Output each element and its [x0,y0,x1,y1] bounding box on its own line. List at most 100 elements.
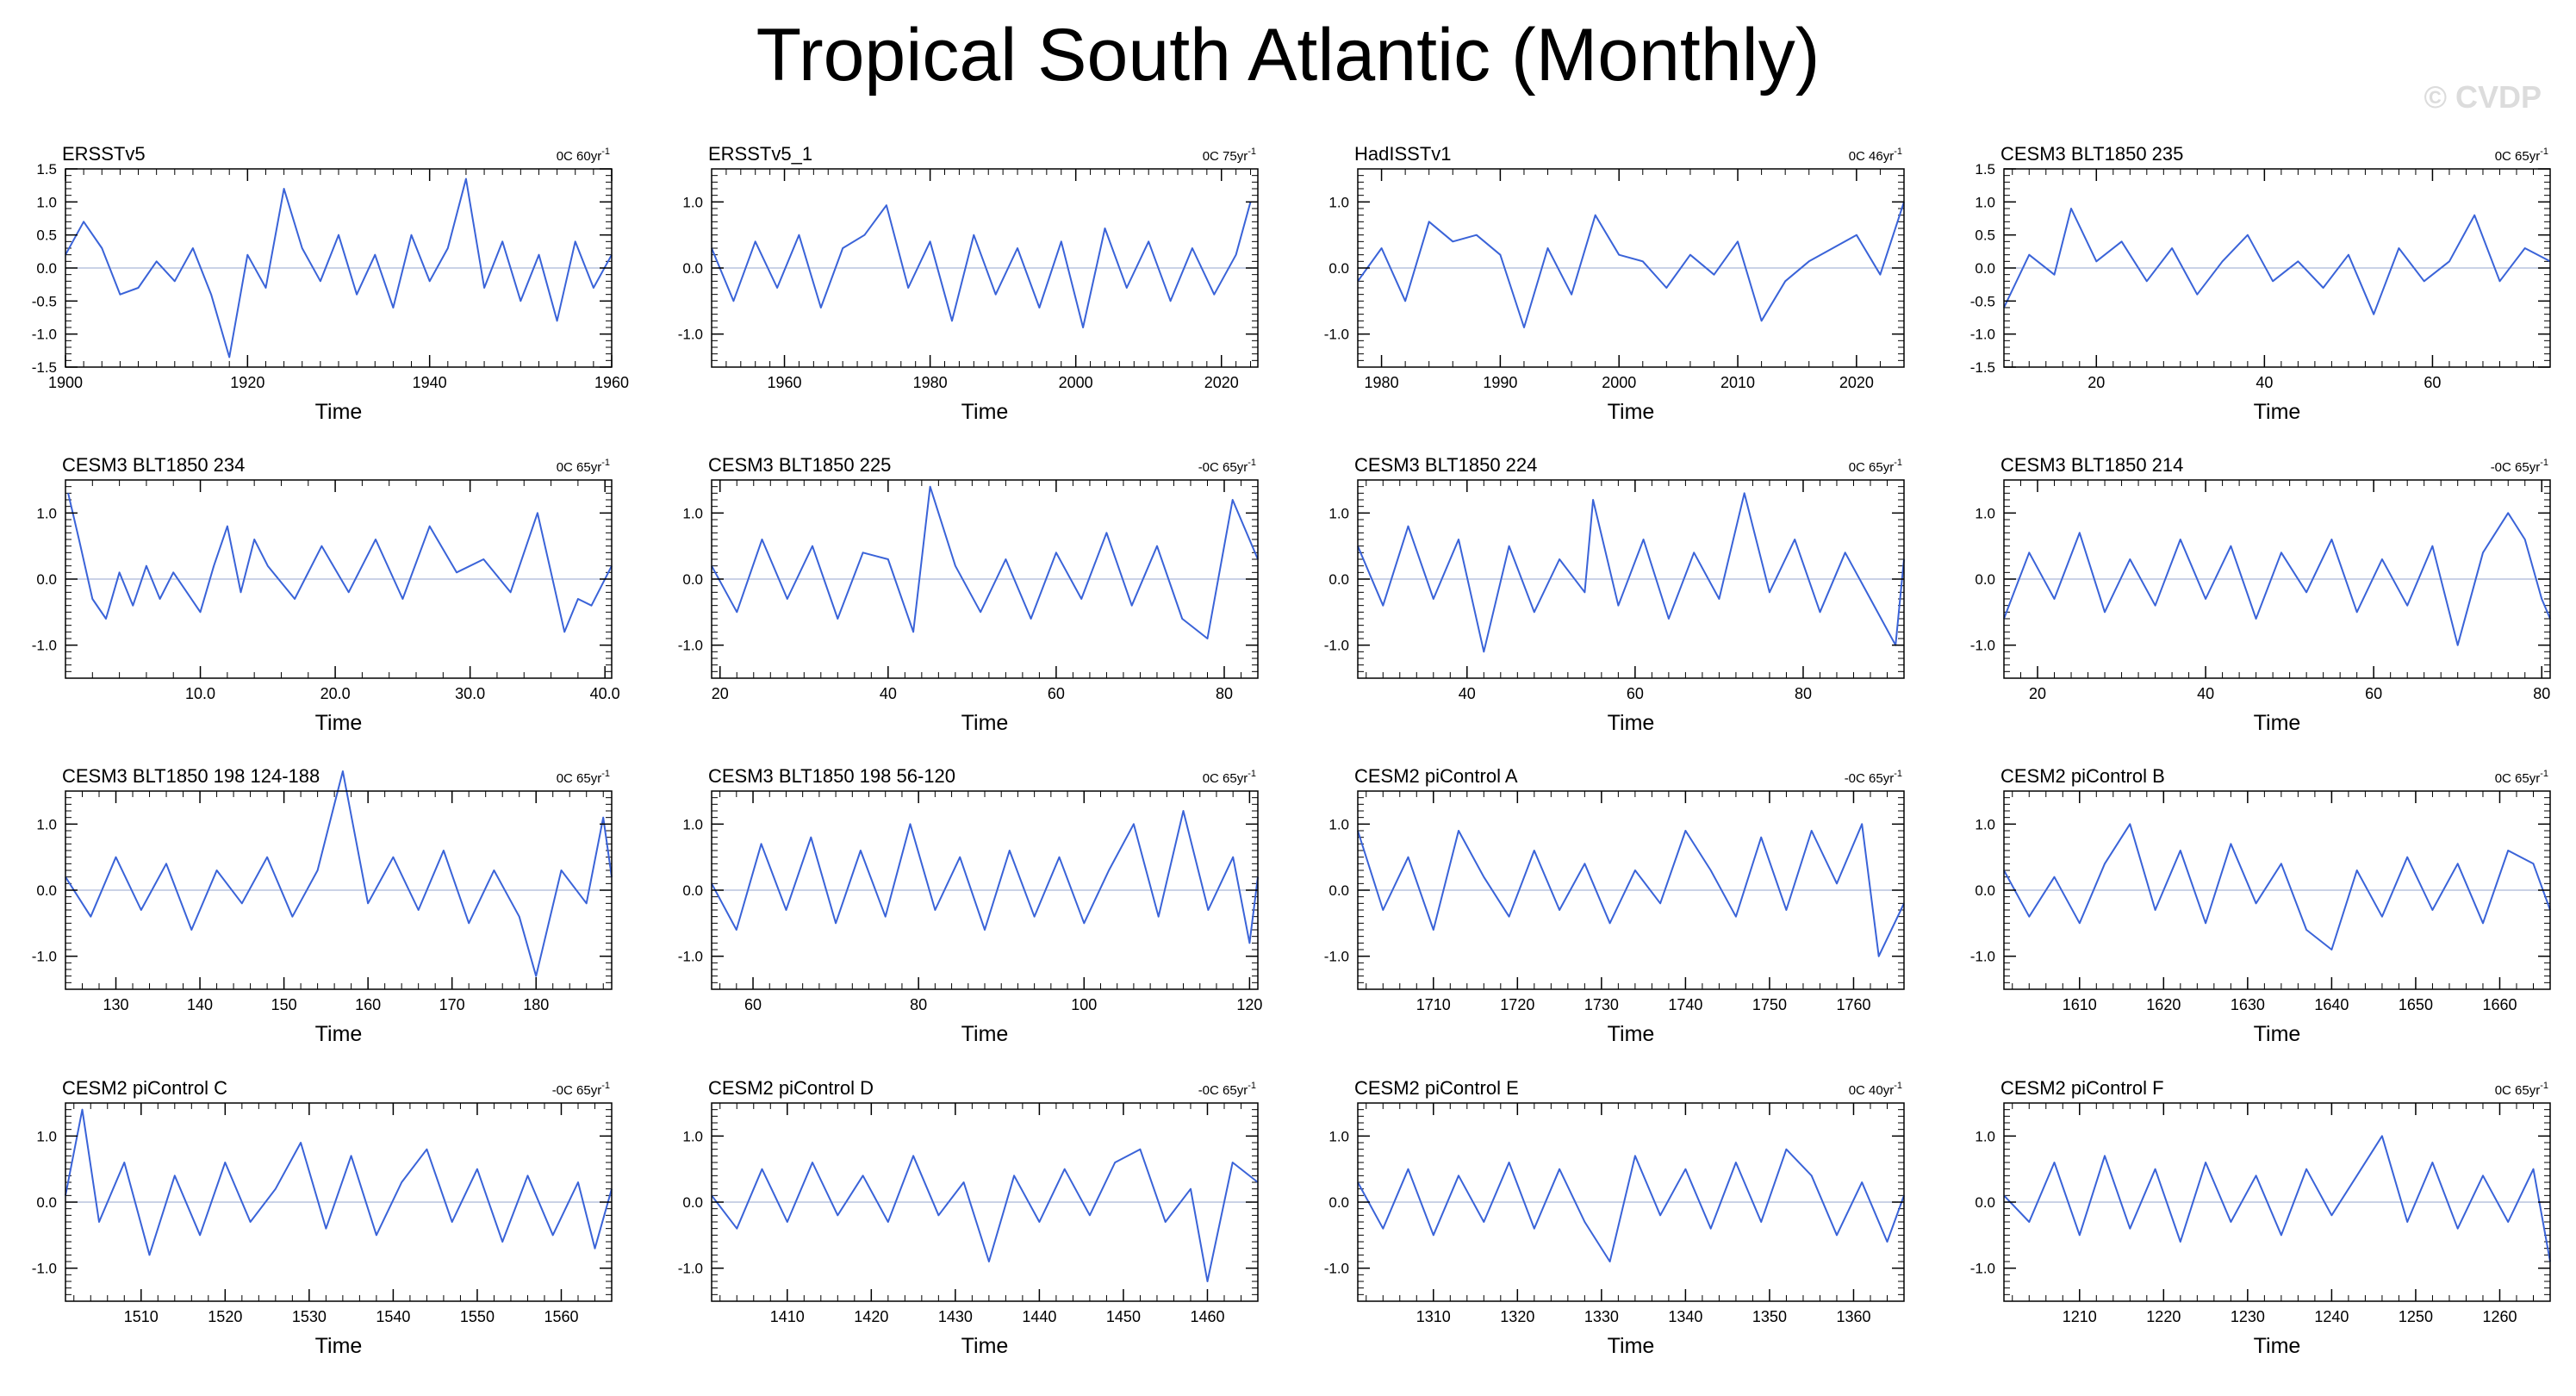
panel-9-xtick-label: 100 [1071,996,1097,1013]
panel-14-xtick-label: 1340 [1668,1308,1702,1325]
panel-2-xtick-label: 1990 [1483,374,1517,391]
panel-0-xtick-label: 1940 [413,374,447,391]
panel-4-xtick-label: 20.0 [320,685,351,702]
panel-5-ytick-label: -1.0 [678,638,703,654]
panel-12-ytick-label: 1.0 [36,1128,57,1144]
panel-5-title: CESM3 BLT1850 225 [708,454,891,476]
panel-14-xtick-label: 1310 [1416,1308,1451,1325]
panel-0-title: ERSSTv5 [62,143,146,165]
panel-5-info-sup: -1 [1248,458,1256,468]
panel-3-ytick-label: 1.0 [1975,194,1995,210]
panel-0-ytick-label: 1.0 [36,194,57,210]
panel-12-xtick-label: 1560 [544,1308,578,1325]
panel-11-xlabel: Time [2254,1022,2301,1046]
panel-14-ytick-label: 0.0 [1328,1194,1349,1211]
panel-12-info: -0C 65yr-1 [552,1081,610,1098]
panel-8-xtick-label: 170 [439,996,465,1013]
panel-3: 20 40 60 -1.5 -1.0 -0.5 0.0 0.5 1.0 1.5 CESM3 BLT1… [1970,143,2551,424]
panel-12-ytick-label: -1.0 [32,1261,57,1277]
panel-13-xlabel: Time [961,1334,1009,1358]
panel-13-ytick-label: 1.0 [682,1128,703,1144]
panel-7-ytick-label: 1.0 [1975,505,1995,521]
panel-9-ytick-label: -1.0 [678,949,703,965]
panel-2-ytick-label: 0.0 [1328,260,1349,277]
panel-4-xtick-label: 10.0 [185,685,215,702]
panel-11-info-sup: -1 [2540,769,2548,779]
panel-3-ytick-label: -0.5 [1970,293,1995,309]
panel-2-xtick-label: 2000 [1602,374,1636,391]
panel-10-xtick-label: 1760 [1836,996,1870,1013]
panel-14-xtick-label: 1350 [1752,1308,1787,1325]
panel-10-ytick-label: -1.0 [1324,949,1349,965]
panel-4-xtick-label: 30.0 [455,685,485,702]
panel-4-ytick-label: 0.0 [36,571,57,588]
panel-3-info: 0C 65yr-1 [2495,146,2548,164]
panel-14-info: 0C 40yr-1 [1849,1081,1902,1098]
panel-1-xtick-label: 1980 [913,374,948,391]
panel-1-xlabel: Time [961,400,1009,424]
panel-6-info-sup: -1 [1894,458,1902,468]
panel-10-series-line-0 [1357,823,1905,957]
panel-10-xtick-label: 1750 [1752,996,1787,1013]
panel-6-ytick-label: -1.0 [1324,638,1349,654]
panel-0-xtick-label: 1920 [230,374,264,391]
panel-11-ytick-label: 0.0 [1975,882,1995,899]
panel-11-ytick-label: 1.0 [1975,816,1995,832]
panel-10-xtick-label: 1720 [1500,996,1534,1013]
panel-13: 1410 1420 1430 1440 1450 1460 -1.0 0.0 1.0 CESM2 … [678,1077,1259,1358]
panel-9-info-text: 0C 65yr [1203,771,1248,786]
panel-11: 1610 1620 1630 1640 1650 1660 -1.0 0.0 1.0 CESM2 … [1970,765,2551,1046]
panel-5-ytick-label: 1.0 [682,505,703,521]
panel-11-xtick-label: 1610 [2063,996,2097,1013]
panel-10-info-text: -0C 65yr [1845,771,1895,786]
panel-11-info-text: 0C 65yr [2495,771,2541,786]
panel-5-ytick-label: 0.0 [682,571,703,588]
panel-7-xtick-label: 40 [2197,685,2214,702]
panel-12-title: CESM2 piControl C [62,1077,227,1099]
panel-10-info-sup: -1 [1894,769,1902,779]
panel-0: 1900 1920 1940 1960 -1.5 -1.0 -0.5 0.0 0.5 1.0 1.5… [32,143,629,424]
panel-15-series-line-0 [2003,1135,2551,1262]
panel-0-ytick-label: -1.0 [32,327,57,343]
panel-6-ytick-label: 1.0 [1328,505,1349,521]
panel-12-xlabel: Time [315,1334,363,1358]
panel-14-title: CESM2 piControl E [1354,1077,1519,1099]
panel-3-ytick-label: 0.0 [1975,260,1995,277]
panel-7-info-text: -0C 65yr [2491,460,2541,475]
panel-3-ytick-label: -1.0 [1970,327,1995,343]
panel-7-ytick-label: -1.0 [1970,638,1995,654]
panel-14-xtick-label: 1360 [1836,1308,1870,1325]
panel-11-ytick-label: -1.0 [1970,949,1995,965]
panel-0-ytick-label: -1.5 [32,359,57,376]
panel-2-xtick-label: 1980 [1365,374,1399,391]
panel-9-xtick-label: 80 [910,996,927,1013]
panel-10-title: CESM2 piControl A [1354,765,1518,787]
panel-8-info: 0C 65yr-1 [557,769,610,786]
panel-9-ytick-label: 0.0 [682,882,703,899]
panel-8: 130 140 150 160 170 180 -1.0 0.0 1.0 CESM3 BLT185… [32,765,613,1046]
panel-6-xtick-label: 40 [1459,685,1476,702]
panel-2-xtick-label: 2010 [1720,374,1755,391]
panel-9-title: CESM3 BLT1850 198 56-120 [708,765,955,787]
panel-8-ytick-label: -1.0 [32,949,57,965]
panel-1-series-line-0 [711,202,1252,328]
panel-12-xtick-label: 1540 [376,1308,410,1325]
panel-12-ytick-label: 0.0 [36,1194,57,1211]
panel-1-xtick-label: 2020 [1204,374,1239,391]
panel-1-xtick-label: 2000 [1059,374,1093,391]
panel-4-ytick-label: 1.0 [36,505,57,521]
panel-2-info: 0C 46yr-1 [1849,146,1902,164]
panel-13-ytick-label: -1.0 [678,1261,703,1277]
panel-12-xtick-label: 1510 [124,1308,159,1325]
panel-15-xtick-label: 1220 [2146,1308,2181,1325]
panel-6-xtick-label: 80 [1795,685,1812,702]
panel-2: 1980 1990 2000 2010 2020 -1.0 0.0 1.0 HadISSTv1 0… [1324,143,1905,424]
panel-2-xlabel: Time [1608,400,1655,424]
panel-8-xtick-label: 150 [271,996,297,1013]
panel-15-xtick-label: 1250 [2399,1308,2433,1325]
panel-13-xtick-label: 1430 [938,1308,973,1325]
panel-8-xtick-label: 130 [103,996,128,1013]
panel-10: 1710 1720 1730 1740 1750 1760 -1.0 0.0 1.0 CESM2 … [1324,765,1905,1046]
panel-6: 40 60 80 -1.0 0.0 1.0 CESM3 BLT1850 224 0C 65yr… [1324,454,1905,735]
